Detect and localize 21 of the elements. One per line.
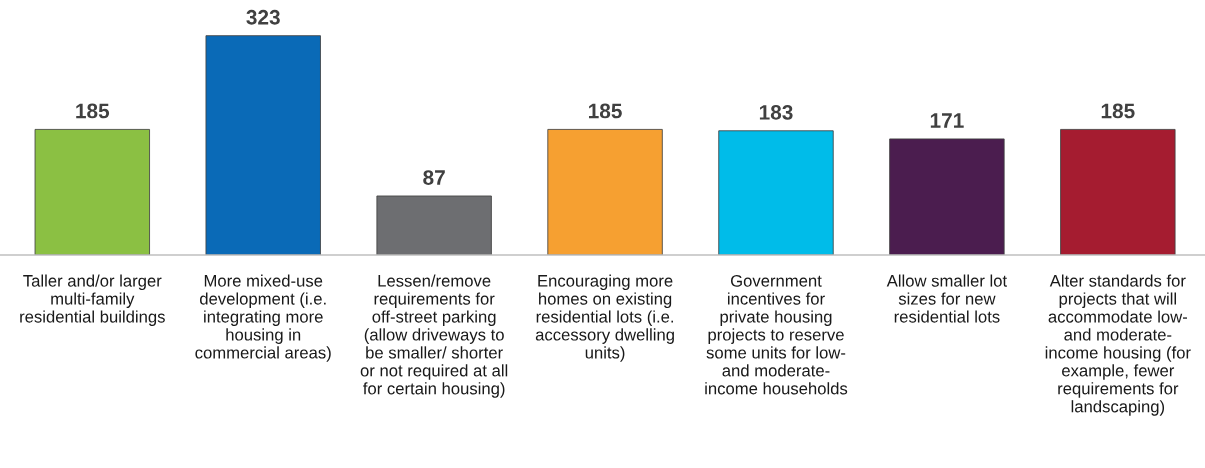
bar	[718, 130, 834, 256]
data-label: 183	[759, 104, 793, 120]
x-tick-label: Government incentives for private housing projects to reserve some units for low- and moderate- income households	[705, 274, 848, 395]
data-label: 171	[930, 113, 964, 128]
bar	[1060, 128, 1176, 256]
x-tick-label: Lessen/remove requirements for off-street parking (allow driveways to be smaller/ shorter or not required at all for certain housing)	[360, 274, 508, 398]
data-label: 185	[1101, 103, 1135, 119]
bar	[547, 128, 663, 256]
bar	[34, 128, 150, 256]
data-label: 87	[423, 170, 445, 185]
x-tick-label: Taller and/or larger multi-family residential buildings	[20, 274, 165, 326]
data-label: 185	[589, 103, 622, 119]
x-tick-label: Encouraging more homes on existing residential lots (i.e. accessory dwelling units)	[535, 274, 674, 362]
data-label: 185	[76, 103, 110, 119]
x-tick-label: Allow smaller lot sizes for new residential lots	[886, 274, 1007, 323]
bar	[205, 35, 321, 256]
x-tick-label: Alter standards for projects that will accommodate low- and moderate- income housing (for example, fewer requirements for landscaping)	[1045, 274, 1191, 416]
bar	[889, 138, 1005, 256]
data-label: 323	[246, 9, 280, 25]
bar	[376, 195, 492, 256]
x-tick-label: More mixed-use development (i.e. integrating more housing in commercial areas)	[195, 274, 331, 362]
